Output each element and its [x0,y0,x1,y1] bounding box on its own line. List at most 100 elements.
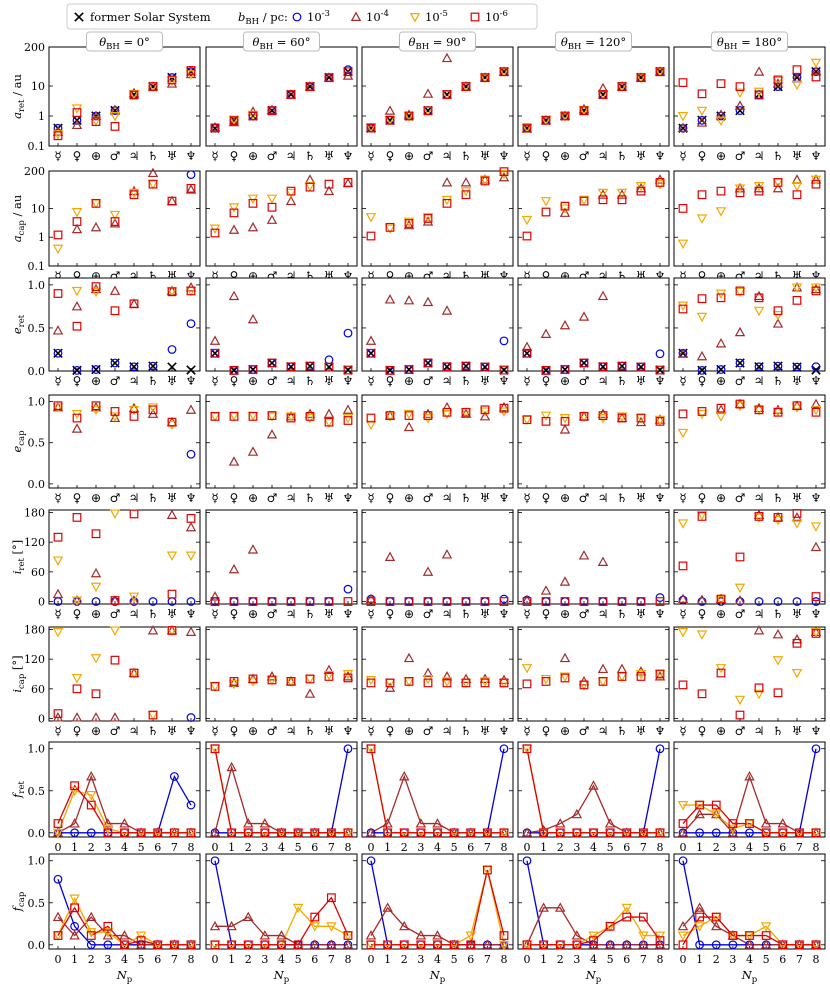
panel-frame [517,277,670,372]
point-orange [52,130,64,140]
point-red [53,709,63,718]
panel-frame [205,277,358,372]
point-orange [71,208,83,218]
point-red [522,415,532,425]
point-red [697,407,707,416]
point-brown [403,421,415,432]
panel-r6-c0: 0.0 0.5 1.0 0 1 2 3 4 5 6 7 8 [28,741,201,854]
xtick-label-planet: ♆ [186,724,197,738]
point-orange [772,656,784,666]
ytick-label: 0.0 [28,478,46,491]
point-red [678,304,688,314]
point-red [541,207,551,217]
point-brown [228,563,240,574]
ytick-label: 180 [24,506,45,519]
ytick-label: 0.5 [28,437,46,450]
point-blue [811,744,821,754]
point-red [227,828,237,838]
xtick-label-np: 1 [71,841,78,854]
ytick-label: 10 [31,202,45,215]
point-red [773,75,783,85]
legend-marker-2 [409,13,421,23]
point-brown [559,424,571,434]
point-red [499,67,509,77]
xtick-label-planet: ☿ [523,724,530,738]
point-brown [209,121,221,132]
point-orange [247,677,259,687]
point-red [442,407,452,417]
point-red [129,190,139,200]
xtick-label-np: 8 [345,841,352,854]
panel-frame [517,853,670,950]
xlabel-np-0: Np [116,968,133,985]
xtick-label-planet: ☿ [54,724,61,738]
point-brown [777,818,788,828]
ylabel-row-5: icap [°] [10,655,27,692]
point-red [324,73,334,83]
point-brown [621,939,632,949]
point-brown [365,593,377,604]
point-red [423,214,433,223]
point-brown [69,930,80,940]
xtick-label-np: 0 [212,841,219,854]
point-brown [727,827,739,837]
point-red [293,940,303,950]
point-brown [228,224,240,234]
point-brown [365,827,377,837]
point-orange [441,677,453,687]
point-brown [102,818,114,828]
point-red [716,293,726,303]
point-red [735,710,745,720]
xtick-label-planet: ♂ [110,491,121,505]
point-brown [711,920,722,931]
point-red [466,828,476,838]
series-line-red [57,906,191,946]
point-orange [715,412,727,422]
point-brown [422,408,434,418]
point-red [136,828,146,838]
point-brown [604,818,616,828]
point-red [103,921,113,931]
xtick-label-planet: ♀ [73,607,82,621]
point-brown [247,221,259,232]
point-orange [638,931,649,941]
point-orange [810,405,822,416]
xtick-label-planet: ⊕ [91,607,101,621]
xtick-label-planet: ♃ [754,607,765,621]
point-brown [638,939,649,949]
panel-r5-c4: ☿ ♀ ⊕ ♂ ♃ ♄ ♅ ♆ [673,625,826,738]
point-brown [403,219,415,230]
xtick-label-planet: ♂ [267,724,278,738]
point-red [72,513,82,522]
point-red [129,299,139,309]
point-brown [109,285,121,295]
xlabel-np-3: Np [585,968,602,985]
panel-r7-c0: 0.0 0.5 1.0 0 1 2 3 4 5 6 7 8 [28,853,201,966]
point-orange [734,287,746,298]
xtick-label-planet: ♀ [73,269,82,283]
xtick-label-planet: ♃ [598,724,609,738]
point-orange [677,801,689,811]
ytick-label: 0.0 [28,365,46,378]
point-red [617,82,627,91]
point-orange [479,677,491,687]
series-line-brown [215,916,348,946]
point-red [404,597,414,606]
xtick-label-planet: ♅ [480,374,491,388]
xtick-label-planet: ♀ [73,491,82,505]
panel-frame [48,46,201,147]
point-red [811,72,821,82]
xtick-label-planet: ⊕ [716,269,726,283]
point-blue [678,856,688,866]
xtick-label-planet: ⊕ [248,269,258,283]
point-red [343,365,353,375]
point-red [91,529,101,539]
point-red [120,828,129,838]
point-brown [422,216,434,226]
column-title-box [555,31,632,52]
xtick-label-np: 6 [623,841,630,854]
xtick-label-planet: ☿ [679,269,686,283]
xtick-label-planet: ⊕ [716,149,726,163]
point-red [385,222,395,232]
point-orange [86,790,97,801]
